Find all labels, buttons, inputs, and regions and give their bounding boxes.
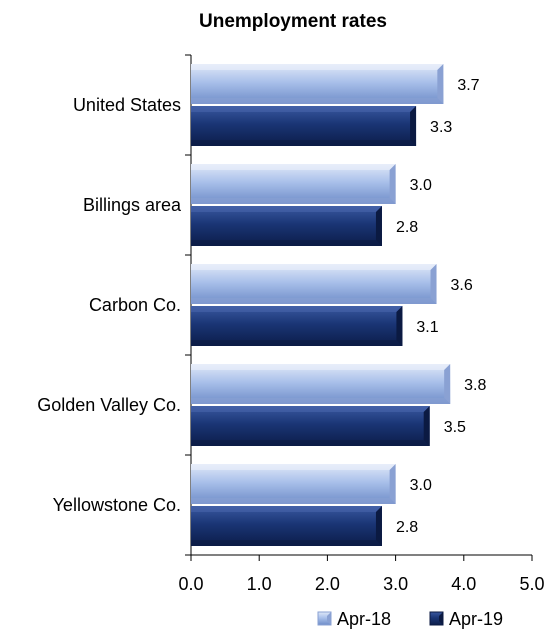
bar (191, 406, 430, 446)
legend-label: Apr-18 (337, 609, 391, 629)
bar-bevel-top (191, 506, 382, 512)
bar-bevel-top (191, 206, 382, 212)
bar-bevel-bottom (191, 98, 444, 104)
bar-bevel-end (430, 264, 437, 304)
bar (191, 64, 444, 104)
x-tick-label: 4.0 (451, 574, 476, 594)
bar-bevel-top (191, 264, 437, 270)
x-tick-label: 5.0 (519, 574, 544, 594)
data-label: 2.8 (396, 519, 418, 536)
bar-bevel-bottom (191, 498, 396, 504)
bar-bevel-end (389, 464, 396, 504)
data-label: 3.1 (416, 319, 438, 336)
bar-bevel-top (191, 64, 444, 70)
bar (191, 106, 417, 146)
bar (191, 164, 396, 204)
legend-label: Apr-19 (449, 609, 503, 629)
data-label: 3.7 (457, 77, 479, 94)
plot-area: 0.0 1.0 2.0 3.0 4.0 5.0 United States 3.7 3.3 Bil… (37, 54, 545, 594)
bar (191, 306, 403, 346)
bar-bevel-end (396, 306, 403, 346)
bar-bevel-end (410, 106, 417, 146)
category-label: Carbon Co. (89, 295, 181, 315)
bar-bevel-top (191, 306, 403, 312)
data-label: 3.0 (410, 177, 432, 194)
data-label: 2.8 (396, 219, 418, 236)
bar-bevel-end (375, 506, 382, 546)
bar-bevel-bottom (191, 240, 382, 246)
bar (191, 264, 437, 304)
bar-bevel-top (191, 406, 430, 412)
bar-bevel-top (191, 164, 396, 170)
bar (191, 464, 396, 504)
data-label: 3.0 (410, 477, 432, 494)
data-label: 3.8 (464, 377, 486, 394)
x-tick-label: 1.0 (247, 574, 272, 594)
bar-bevel-bottom (191, 198, 396, 204)
bar (191, 506, 382, 546)
data-label: 3.3 (430, 119, 452, 136)
bar-bevel-end (375, 206, 382, 246)
bar-bevel-end (423, 406, 430, 446)
x-tick-label: 2.0 (315, 574, 340, 594)
category-label: Yellowstone Co. (53, 495, 181, 515)
bar (191, 364, 451, 404)
bar-bevel-top (191, 464, 396, 470)
bar-bevel-end (444, 364, 451, 404)
chart-title: Unemployment rates (199, 11, 387, 32)
bar (191, 206, 382, 246)
category-label: United States (73, 95, 181, 115)
bar-bevel-top (191, 364, 451, 370)
bar-bevel-bottom (191, 340, 403, 346)
data-label: 3.6 (451, 277, 473, 294)
category-label: Billings area (83, 195, 182, 215)
bar-bevel-end (389, 164, 396, 204)
bar-bevel-bottom (191, 140, 417, 146)
bar-bevel-bottom (191, 540, 382, 546)
bar-bevel-bottom (191, 398, 451, 404)
bar-bevel-top (191, 106, 417, 112)
legend-swatch-bevel (439, 612, 443, 625)
x-tick-label: 0.0 (178, 574, 203, 594)
bar-bevel-bottom (191, 440, 430, 446)
category-label: Golden Valley Co. (37, 395, 181, 415)
x-tick-label: 3.0 (383, 574, 408, 594)
legend: Apr-18 Apr-19 (317, 609, 503, 629)
bar-bevel-bottom (191, 298, 437, 304)
bar-bevel-end (437, 64, 444, 104)
legend-swatch-bevel (327, 612, 331, 625)
data-label: 3.5 (444, 419, 466, 436)
